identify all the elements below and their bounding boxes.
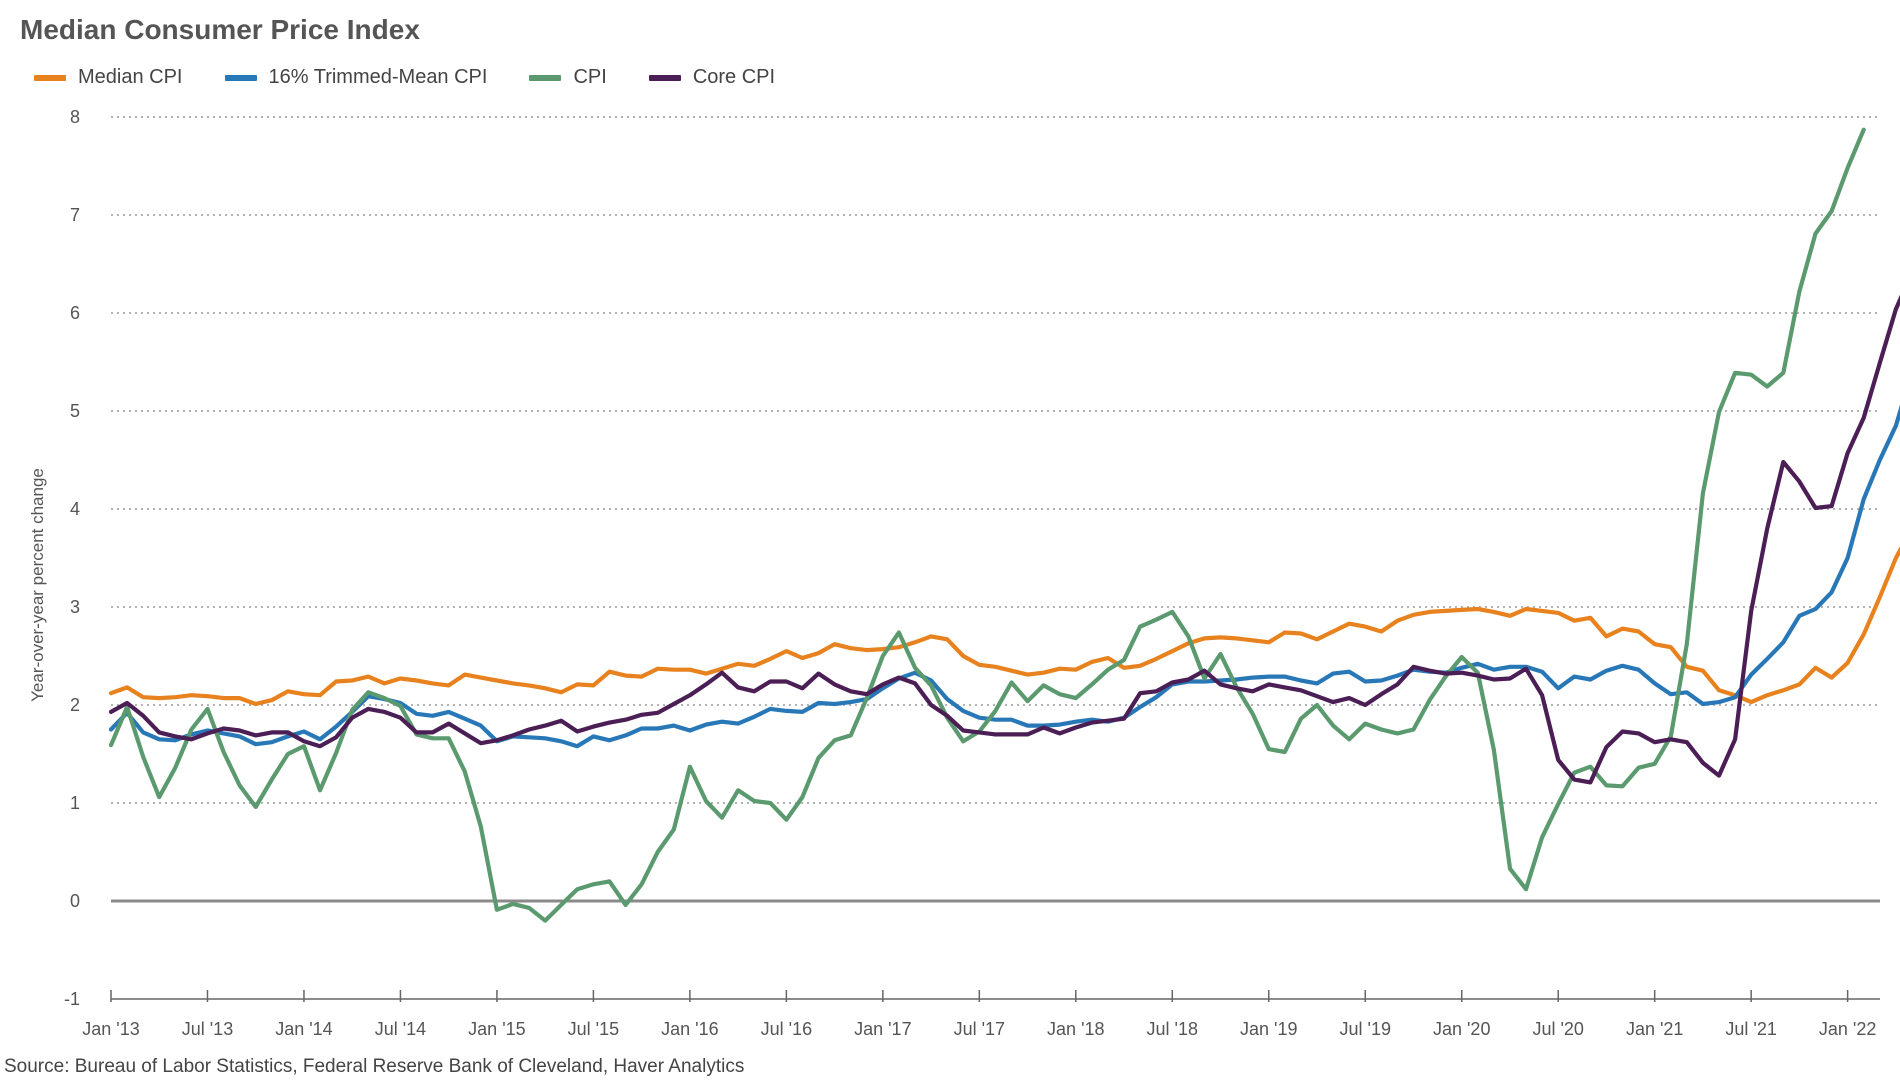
legend-label-cpi: CPI [573, 66, 607, 88]
y-tick-label: -1 [64, 989, 80, 1009]
x-tick-label: Jan '18 [1047, 1019, 1104, 1039]
y-tick-label: 2 [70, 695, 80, 715]
legend-label-median-cpi: Median CPI [78, 66, 183, 88]
legend-swatch-cpi [529, 74, 562, 81]
y-tick-label: 5 [70, 401, 80, 421]
legend-label-trimmed-mean-cpi: 16% Trimmed-Mean CPI [268, 66, 488, 88]
legend-swatch-trimmed-mean-cpi [224, 74, 257, 81]
x-axis: Jan '13 Jul '13 Jan '14 Jul '14 Jan '15 Jul '… [82, 990, 1880, 1039]
y-tick-label: 6 [70, 303, 80, 323]
x-tick-label: Jan '17 [854, 1019, 911, 1039]
x-tick-label: Jan '22 [1819, 1019, 1876, 1039]
x-tick-label: Jan '21 [1626, 1019, 1683, 1039]
x-tick-label: Jul '14 [375, 1019, 426, 1039]
x-tick-label: Jul '21 [1725, 1019, 1776, 1039]
y-tick-label: 7 [70, 205, 80, 225]
chart-title: Median Consumer Price Index [20, 14, 420, 45]
x-tick-label: Jan '14 [275, 1019, 332, 1039]
x-tick-label: Jan '15 [468, 1019, 525, 1039]
series-line-16-trimmed-mean-cpi [108, 404, 1900, 749]
y-tick-label: 1 [70, 793, 80, 813]
legend-item-cpi: CPI [529, 66, 607, 89]
x-tick-label: Jan '16 [661, 1019, 718, 1039]
legend-swatch-core-cpi [648, 74, 681, 81]
series-line-core-cpi [108, 294, 1900, 785]
x-tick-label: Jul '16 [761, 1019, 812, 1039]
x-tick-label: Jul '15 [568, 1019, 619, 1039]
x-tick-label: Jul '18 [1147, 1019, 1198, 1039]
series-lines [108, 127, 1900, 923]
x-tick-label: Jul '17 [954, 1019, 1005, 1039]
legend-item-median-cpi: Median CPI [34, 66, 183, 89]
legend-item-core-cpi: Core CPI [648, 66, 776, 89]
x-tick-label: Jul '13 [182, 1019, 233, 1039]
legend-item-trimmed-mean-cpi: 16% Trimmed-Mean CPI [224, 66, 488, 89]
y-tick-label: 3 [70, 597, 80, 617]
y-tick-labels: -1 0 1 2 3 4 5 6 7 8 [64, 107, 80, 1009]
legend: Median CPI 16% Trimmed-Mean CPI CPI Core… [34, 66, 775, 89]
series-line-cpi [108, 127, 1866, 923]
y-tick-label: 4 [70, 499, 80, 519]
source-note: Source: Bureau of Labor Statistics, Fede… [4, 1056, 745, 1077]
series-line-median-cpi [108, 546, 1900, 707]
y-tick-label: 0 [70, 891, 80, 911]
legend-swatch-median-cpi [34, 74, 66, 81]
legend-label-core-cpi: Core CPI [692, 66, 776, 88]
x-tick-label: Jan '13 [82, 1019, 139, 1039]
x-tick-label: Jul '19 [1340, 1019, 1391, 1039]
x-tick-label: Jan '19 [1240, 1019, 1297, 1039]
gridlines [111, 116, 1880, 903]
x-tick-label: Jan '20 [1433, 1019, 1490, 1039]
x-tick-label: Jul '20 [1532, 1019, 1583, 1039]
y-tick-label: 8 [70, 107, 80, 127]
